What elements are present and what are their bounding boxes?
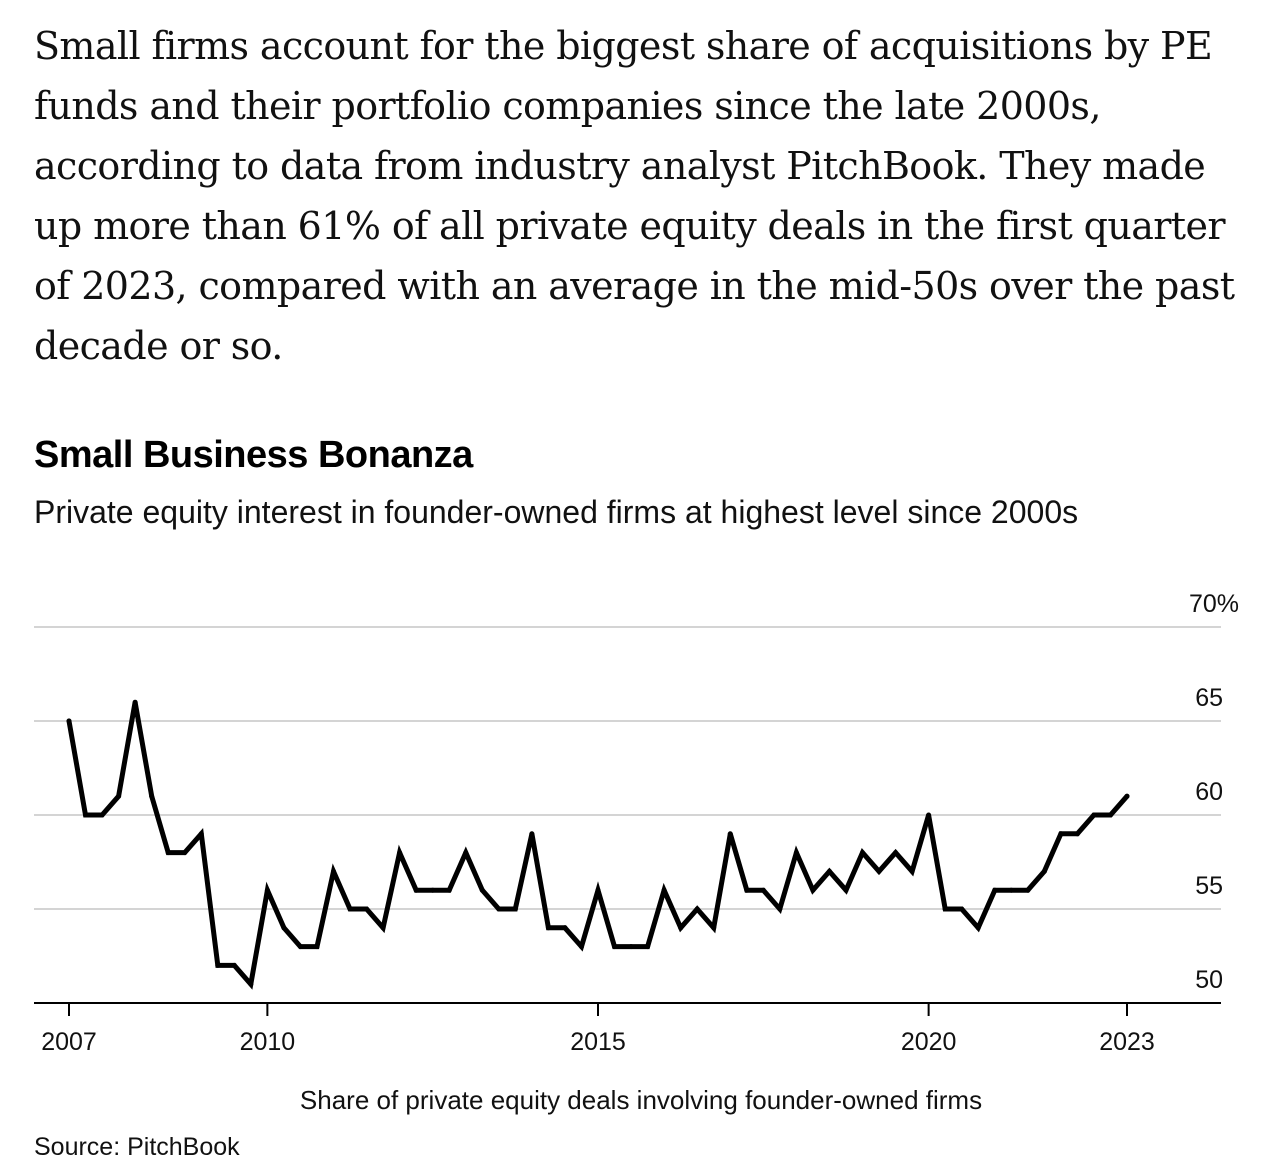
data-point (1008, 887, 1014, 893)
x-tick-label-2020: 2020 (901, 1028, 957, 1056)
data-point (297, 944, 303, 950)
data-point (248, 981, 254, 987)
article-paragraph: Small firms account for the biggest shar… (34, 24, 1235, 368)
data-point (413, 887, 419, 893)
data-point (1025, 887, 1031, 893)
data-point (578, 944, 584, 950)
data-point (959, 906, 965, 912)
data-point (165, 850, 171, 856)
data-point (496, 906, 502, 912)
data-point (612, 944, 618, 950)
data-point (182, 850, 188, 856)
y-tick-label-60: 60 (1195, 778, 1223, 806)
data-point (99, 812, 105, 818)
data-point (645, 944, 651, 950)
data-point (264, 887, 270, 893)
data-point (529, 831, 535, 837)
data-point (777, 906, 783, 912)
data-point (992, 887, 998, 893)
series-line-0 (66, 701, 1130, 990)
data-point (215, 962, 221, 968)
data-point (331, 868, 336, 874)
x-axis-ticks: 2007 2010 2015 2020 2023 (41, 1003, 1155, 1056)
data-point (198, 831, 204, 837)
data-point (314, 944, 320, 950)
data-point (810, 887, 816, 893)
data-point (727, 831, 733, 837)
data-point (860, 850, 865, 856)
data-point (1074, 831, 1080, 837)
data-point (132, 699, 138, 705)
data-point (149, 793, 155, 799)
data-point (347, 906, 353, 912)
data-point (512, 906, 518, 912)
x-tick-label-2010: 2010 (240, 1028, 296, 1056)
y-tick-label-70: 70% (1189, 590, 1239, 618)
data-point (397, 850, 403, 856)
source-note: Source: PitchBook (34, 1133, 240, 1161)
data-point (1124, 793, 1130, 799)
data-point (66, 718, 72, 724)
x-tick-label-2023: 2023 (1099, 1028, 1155, 1056)
data-point (231, 962, 237, 968)
data-point (1107, 812, 1113, 818)
data-point (463, 850, 469, 856)
data-point (628, 944, 634, 950)
y-tick-label-65: 65 (1195, 684, 1223, 712)
data-point (1041, 868, 1047, 874)
data-point (711, 925, 717, 931)
data-point (661, 887, 667, 893)
chart-title: Small Business Bonanza (34, 434, 473, 476)
data-point (694, 906, 700, 912)
x-tick-label-2015: 2015 (570, 1028, 626, 1056)
data-point (1091, 812, 1097, 818)
data-point (595, 887, 601, 893)
data-point (281, 925, 287, 931)
data-point (893, 850, 899, 856)
y-axis-tick-labels: 50 55 60 65 70% (1189, 590, 1239, 994)
y-tick-label-55: 55 (1195, 872, 1223, 900)
data-point (793, 850, 799, 856)
x-axis-label: Share of private equity deals involving … (299, 1085, 983, 1115)
series-layer (66, 699, 1130, 990)
data-point (678, 925, 684, 931)
data-point (843, 887, 849, 893)
data-point (446, 887, 452, 893)
data-point (876, 868, 882, 874)
data-point (909, 868, 915, 874)
data-point (430, 887, 436, 893)
line-chart: 50 55 60 65 70% 2007 2010 2015 2020 2023 (34, 590, 1239, 1056)
data-point (545, 925, 551, 931)
data-point (380, 925, 386, 931)
data-point (975, 925, 981, 931)
data-point (1058, 831, 1064, 837)
data-point (942, 906, 948, 912)
gridlines (34, 626, 1221, 910)
data-point (83, 812, 89, 818)
data-point (562, 925, 568, 931)
x-tick-label-2007: 2007 (41, 1028, 97, 1056)
data-point (364, 906, 370, 912)
chart-subtitle: Private equity interest in founder-owned… (34, 494, 1079, 530)
y-tick-label-50: 50 (1195, 966, 1223, 994)
data-point (826, 868, 832, 874)
data-point (116, 793, 122, 799)
data-point (926, 812, 932, 818)
data-point (744, 887, 750, 893)
data-point (479, 887, 485, 893)
data-point (760, 887, 766, 893)
